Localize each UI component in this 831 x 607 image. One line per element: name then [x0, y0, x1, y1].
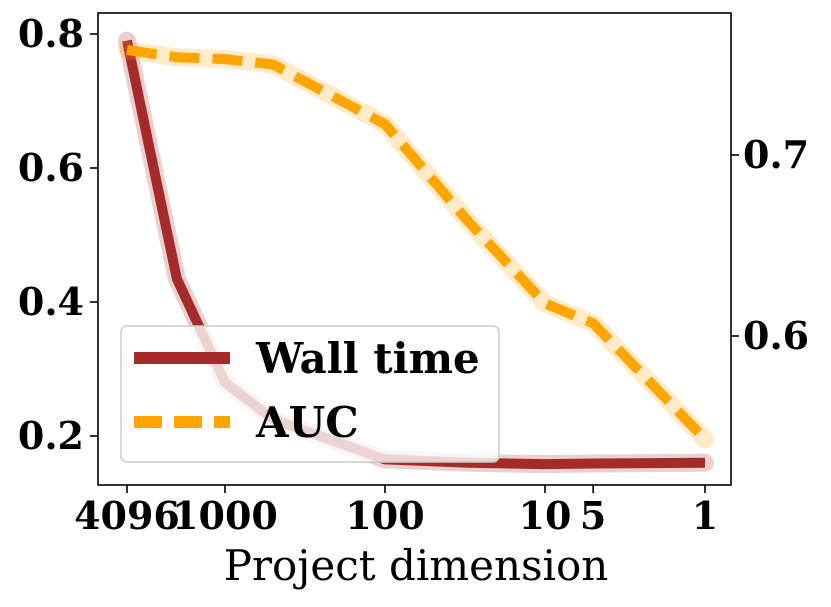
right-y-axis: 0.6 0.7 — [731, 132, 809, 358]
x-axis-label: Project dimension — [224, 541, 609, 590]
x-tick-label: 1 — [692, 493, 718, 538]
legend: Wall time AUC — [121, 326, 499, 462]
left-y-tick-label: 0.8 — [18, 11, 84, 56]
right-y-tick-label: 0.6 — [743, 313, 809, 358]
x-tick-label: 10 — [519, 493, 572, 538]
legend-label-wall-time: Wall time — [255, 334, 480, 383]
x-tick-label: 5 — [580, 493, 606, 538]
x-tick-label: 4096 — [74, 493, 180, 538]
left-y-tick-label: 0.2 — [18, 413, 84, 458]
left-y-tick-label: 0.6 — [18, 145, 84, 190]
x-tick-label: 100 — [345, 493, 424, 538]
left-y-tick-label: 0.4 — [18, 279, 84, 324]
legend-label-auc: AUC — [255, 398, 359, 447]
x-tick-label: 1000 — [172, 493, 278, 538]
right-y-tick-label: 0.7 — [743, 132, 809, 177]
left-y-axis: 0.2 0.4 0.6 0.8 — [18, 11, 98, 458]
